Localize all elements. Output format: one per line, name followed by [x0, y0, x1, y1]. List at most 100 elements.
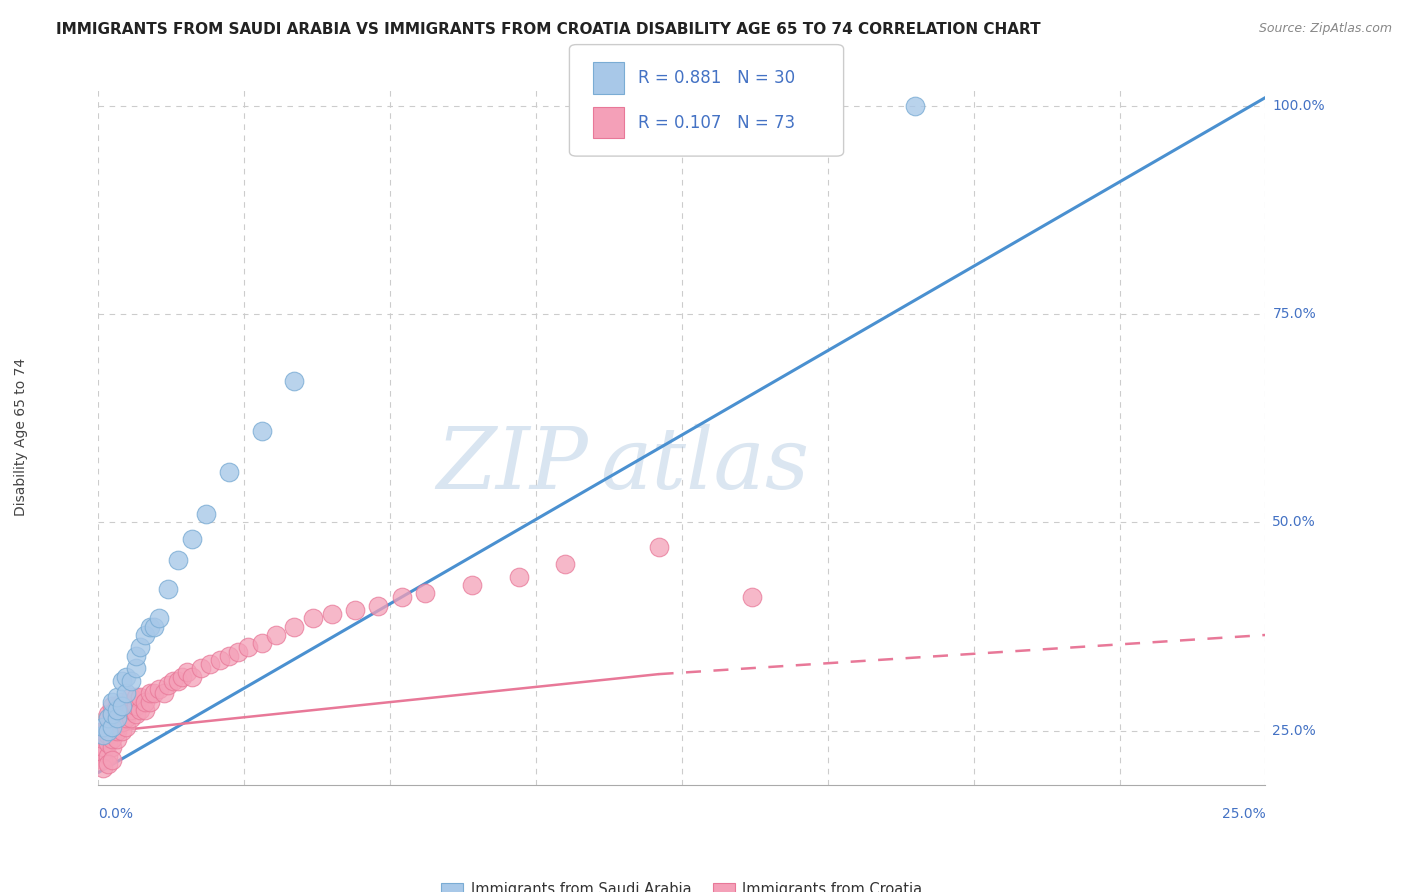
Point: [461, 578, 484, 592]
Point: [134, 703, 156, 717]
Point: [129, 690, 152, 705]
Point: [162, 673, 184, 688]
Point: [101, 723, 124, 738]
Point: [125, 661, 148, 675]
Point: [97, 711, 120, 725]
Point: [139, 620, 162, 634]
Point: [120, 673, 142, 688]
Point: [97, 736, 120, 750]
Text: IMMIGRANTS FROM SAUDI ARABIA VS IMMIGRANTS FROM CROATIA DISABILITY AGE 65 TO 74 : IMMIGRANTS FROM SAUDI ARABIA VS IMMIGRAN…: [56, 22, 1040, 37]
Point: [166, 673, 188, 688]
Point: [91, 728, 114, 742]
Point: [283, 620, 305, 634]
Text: 25.0%: 25.0%: [1222, 807, 1265, 822]
Point: [91, 732, 114, 747]
Point: [554, 557, 576, 571]
Text: R = 0.881   N = 30: R = 0.881 N = 30: [638, 70, 796, 87]
Point: [111, 723, 134, 738]
Point: [143, 686, 166, 700]
Point: [91, 753, 114, 767]
Point: [101, 707, 124, 722]
Point: [101, 707, 124, 722]
Point: [139, 686, 162, 700]
Point: [97, 711, 120, 725]
Text: 25.0%: 25.0%: [1272, 723, 1316, 738]
Text: Source: ZipAtlas.com: Source: ZipAtlas.com: [1258, 22, 1392, 36]
Point: [218, 648, 240, 663]
Point: [134, 628, 156, 642]
Point: [91, 720, 114, 734]
Point: [105, 723, 128, 738]
Point: [194, 507, 217, 521]
Point: [111, 715, 134, 730]
Point: [148, 611, 170, 625]
Point: [218, 466, 240, 480]
Point: [413, 586, 436, 600]
Point: [139, 695, 162, 709]
Point: [97, 748, 120, 763]
Point: [236, 640, 259, 655]
Point: [97, 723, 120, 738]
Text: 0.0%: 0.0%: [98, 807, 134, 822]
Point: [250, 636, 273, 650]
Point: [120, 703, 142, 717]
Point: [152, 686, 174, 700]
Point: [125, 648, 148, 663]
Legend: Immigrants from Saudi Arabia, Immigrants from Croatia: Immigrants from Saudi Arabia, Immigrants…: [436, 876, 928, 892]
Point: [180, 670, 202, 684]
Point: [228, 645, 250, 659]
Point: [101, 720, 124, 734]
Text: R = 0.107   N = 73: R = 0.107 N = 73: [638, 114, 796, 132]
Point: [157, 582, 180, 596]
Point: [508, 569, 530, 583]
Text: 100.0%: 100.0%: [1272, 99, 1324, 113]
Point: [200, 657, 222, 672]
Point: [391, 591, 413, 605]
Point: [91, 740, 114, 755]
Point: [302, 611, 325, 625]
Point: [176, 665, 198, 680]
Point: [105, 732, 128, 747]
Point: [101, 715, 124, 730]
Point: [111, 703, 134, 717]
Point: [647, 541, 669, 555]
Point: [97, 728, 120, 742]
Point: [904, 99, 927, 113]
Text: Disability Age 65 to 74: Disability Age 65 to 74: [14, 358, 28, 516]
Point: [111, 698, 134, 713]
Point: [180, 532, 202, 546]
Point: [115, 686, 138, 700]
Point: [264, 628, 287, 642]
Point: [91, 723, 114, 738]
Point: [120, 711, 142, 725]
Point: [157, 678, 180, 692]
Point: [125, 690, 148, 705]
Point: [111, 673, 134, 688]
Point: [105, 690, 128, 705]
Point: [105, 711, 128, 725]
Point: [115, 698, 138, 713]
Point: [105, 707, 128, 722]
Point: [129, 640, 152, 655]
Text: 50.0%: 50.0%: [1272, 516, 1316, 530]
Text: 75.0%: 75.0%: [1272, 307, 1316, 321]
Point: [120, 690, 142, 705]
Point: [367, 599, 389, 613]
Point: [115, 670, 138, 684]
Point: [101, 732, 124, 747]
Point: [283, 374, 305, 388]
Point: [148, 682, 170, 697]
Point: [105, 698, 128, 713]
Point: [134, 695, 156, 709]
Point: [129, 703, 152, 717]
Point: [321, 607, 343, 622]
Point: [190, 661, 212, 675]
Point: [97, 757, 120, 772]
Point: [105, 703, 128, 717]
Point: [143, 620, 166, 634]
Point: [97, 707, 120, 722]
Point: [115, 711, 138, 725]
Point: [344, 603, 367, 617]
Point: [111, 695, 134, 709]
Point: [101, 698, 124, 713]
